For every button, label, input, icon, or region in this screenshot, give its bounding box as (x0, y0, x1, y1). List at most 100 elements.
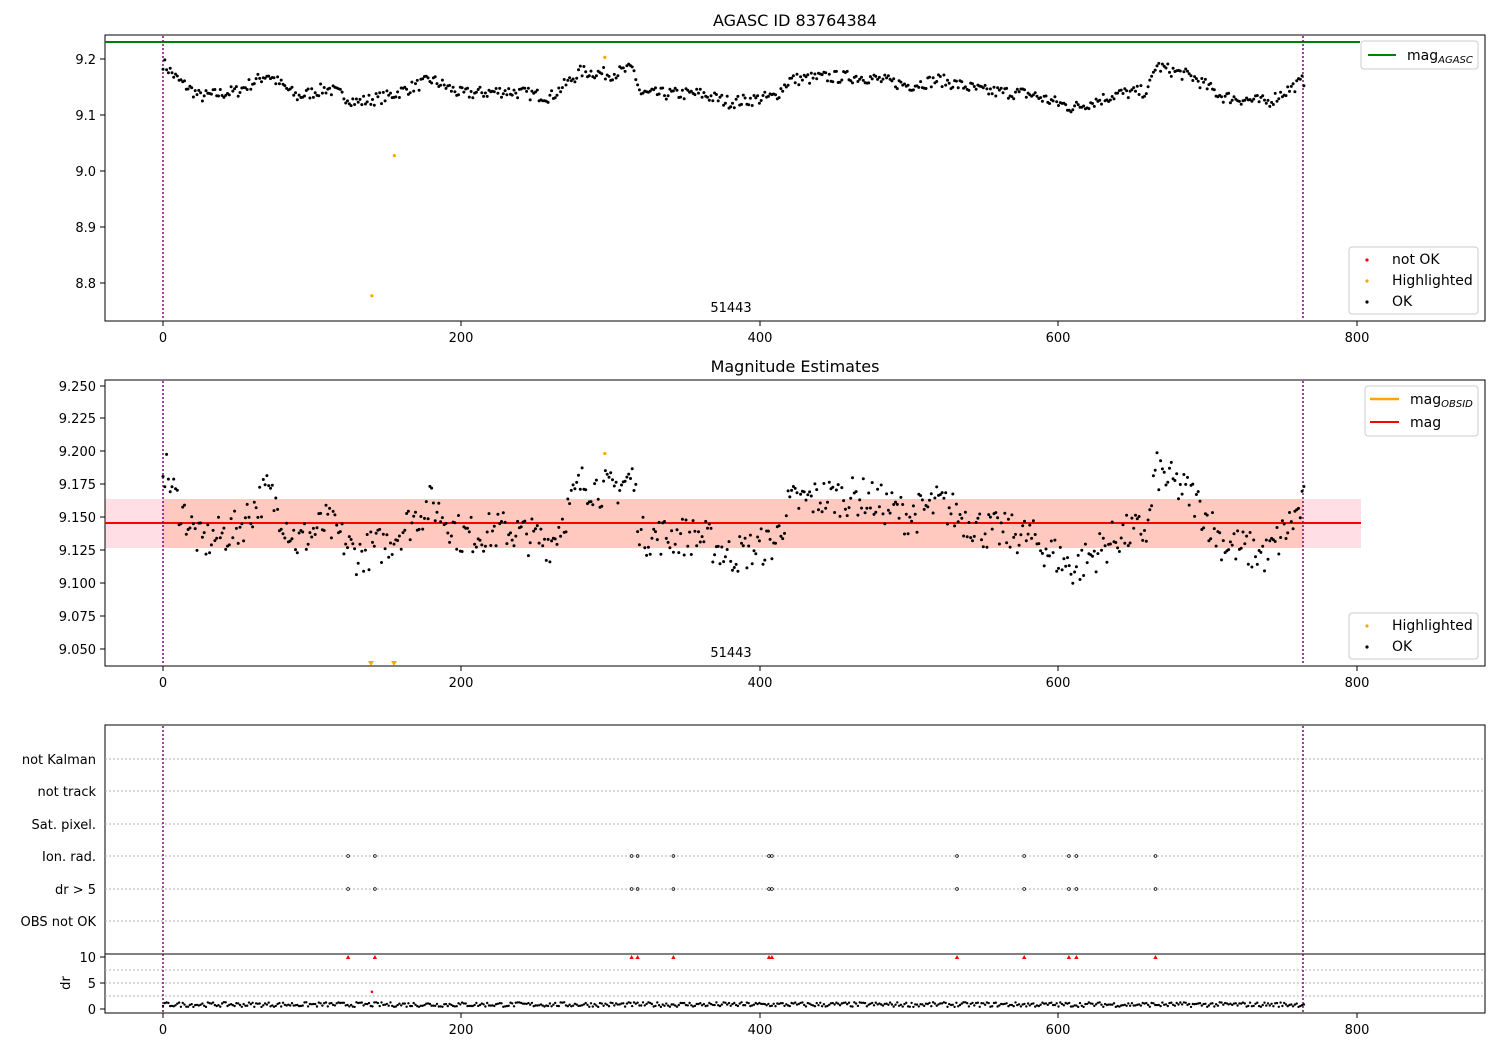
ok-point (711, 560, 715, 564)
dr-point (851, 1005, 854, 1008)
dr-clipped-marker (372, 955, 378, 959)
ok-point (582, 65, 586, 68)
ok-point (903, 532, 906, 536)
dr-point (460, 1001, 464, 1004)
ok-point (501, 511, 505, 515)
ok-point (385, 533, 389, 537)
dr-clipped-marker (769, 955, 775, 959)
ok-point (1157, 61, 1161, 65)
dr-point (1075, 1004, 1078, 1007)
dr-point (1125, 1004, 1128, 1007)
ok-point (1169, 460, 1173, 464)
ok-point (919, 80, 923, 84)
dr-point (989, 1005, 992, 1008)
ok-point (736, 94, 740, 98)
ok-point (1191, 79, 1195, 82)
ok-point (713, 553, 717, 557)
ok-point (1044, 547, 1048, 551)
ok-point (795, 72, 799, 76)
ok-point (947, 506, 951, 510)
highlighted-point (603, 55, 607, 60)
dr-point (237, 1002, 240, 1005)
dr-point (1195, 1002, 1198, 1006)
dr-point (618, 1003, 621, 1006)
dr-point (271, 1004, 274, 1007)
ok-point (270, 483, 274, 487)
dr-point (1107, 1003, 1110, 1006)
dr-point (1046, 1003, 1050, 1007)
ok-point (1220, 558, 1223, 562)
ok-point (449, 89, 453, 93)
ok-point (580, 466, 584, 470)
dr-point (571, 1004, 575, 1007)
ok-point (193, 89, 197, 93)
ok-point (906, 532, 910, 536)
dr-point (323, 1002, 326, 1005)
dr-point (604, 1002, 607, 1005)
ok-point (983, 532, 987, 536)
ok-point (181, 505, 185, 509)
ok-point (1298, 516, 1302, 520)
ok-point (868, 506, 872, 510)
ok-point (1261, 544, 1265, 548)
ok-point (310, 535, 314, 539)
ok-point (577, 68, 580, 72)
dr-point (394, 1005, 397, 1008)
ok-point (954, 79, 958, 83)
ok-point (605, 472, 609, 476)
dr-point (231, 1003, 234, 1007)
dr-point (742, 1004, 745, 1007)
dr-point (552, 1003, 555, 1006)
dr-point (319, 1002, 322, 1005)
ok-point (220, 531, 224, 535)
ok-point (808, 490, 812, 494)
panel2-legend-mag-label: mag (1410, 415, 1441, 431)
dr-point (292, 1004, 295, 1007)
ok-point (571, 483, 575, 487)
ok-point (727, 540, 731, 544)
dr-point (1093, 1004, 1096, 1008)
ok-point (664, 536, 668, 540)
dr-point (1218, 1001, 1221, 1004)
ok-point (535, 524, 539, 528)
ok-point (799, 75, 803, 79)
dr-point (794, 1001, 797, 1004)
ok-point (1071, 581, 1075, 585)
ok-point (702, 91, 706, 95)
dr-point (215, 1004, 218, 1008)
ok-point (700, 535, 704, 539)
dr-point (609, 1001, 612, 1004)
ok-point (641, 91, 645, 95)
dr-point (468, 1004, 471, 1008)
dr-point (374, 1001, 378, 1004)
ok-point (826, 79, 829, 83)
ok-point (467, 95, 471, 99)
ok-point (507, 87, 511, 91)
ok-point (535, 88, 539, 92)
dr-point (464, 1002, 467, 1005)
ok-point (818, 501, 822, 505)
dr-point (410, 1004, 414, 1008)
ok-point (910, 519, 914, 523)
ok-point (895, 502, 899, 506)
ok-point (396, 539, 400, 542)
ok-point (679, 95, 683, 99)
ok-point (560, 517, 564, 521)
dr-point (890, 1003, 894, 1006)
ok-point (648, 552, 652, 556)
dr-point (434, 1004, 437, 1007)
ok-point (978, 512, 982, 516)
dr-point (505, 1004, 509, 1008)
dr-point (1261, 1003, 1264, 1007)
ok-point (344, 542, 348, 546)
ok-point (218, 88, 222, 91)
dr-point (203, 1004, 206, 1007)
dr-point (305, 1001, 308, 1004)
ok-point (1196, 490, 1200, 494)
dr-point (564, 1004, 568, 1007)
ok-point (335, 523, 339, 527)
dr-point (702, 1002, 706, 1006)
dr-point (869, 1002, 872, 1005)
dr-point (428, 1002, 432, 1006)
dr-point (1112, 1002, 1116, 1005)
